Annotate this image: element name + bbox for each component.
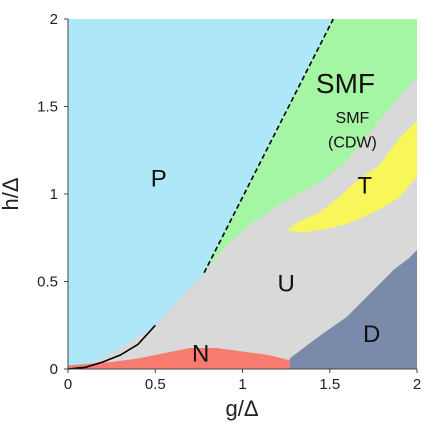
region-label-t: T (357, 172, 372, 199)
region-n (68, 348, 290, 369)
lines-layer (67, 18, 334, 370)
region-label-smf-cdw-line1: SMF (336, 110, 370, 127)
region-t (286, 120, 417, 233)
y-axis-label: h/Δ (0, 177, 23, 210)
region-label-n: N (192, 340, 209, 367)
region-label-p: P (151, 165, 167, 192)
solid-boundary-curve (67, 324, 156, 370)
region-p (68, 19, 334, 369)
x-tick-label: 0.5 (145, 376, 166, 393)
y-tick-label: 0.5 (37, 274, 58, 291)
x-tick-label: 1 (238, 376, 246, 393)
x-tick-label: 0 (64, 376, 72, 393)
y-tick-label: 1.5 (37, 99, 58, 116)
region-smf (204, 19, 417, 273)
x-tick-label: 2 (413, 376, 421, 393)
region-label-d: D (363, 321, 380, 348)
x-axis-label: g/Δ (225, 396, 258, 421)
region-d (289, 250, 417, 369)
region-label-smf-cdw-line2: (CDW) (328, 134, 377, 151)
x-tick-label: 1.5 (319, 376, 340, 393)
ticks-layer: 0 0.5 1 1.5 2 0 0.5 1 1.5 2 (37, 11, 421, 393)
y-tick-label: 0 (50, 361, 58, 378)
region-label-smf: SMF (316, 68, 375, 99)
region-label-u: U (277, 270, 294, 297)
y-tick-label: 1 (50, 186, 58, 203)
labels-layer: P SMF T D N U SMF (CDW) (151, 68, 381, 367)
regions-layer (68, 19, 417, 369)
y-tick-label: 2 (50, 11, 58, 28)
